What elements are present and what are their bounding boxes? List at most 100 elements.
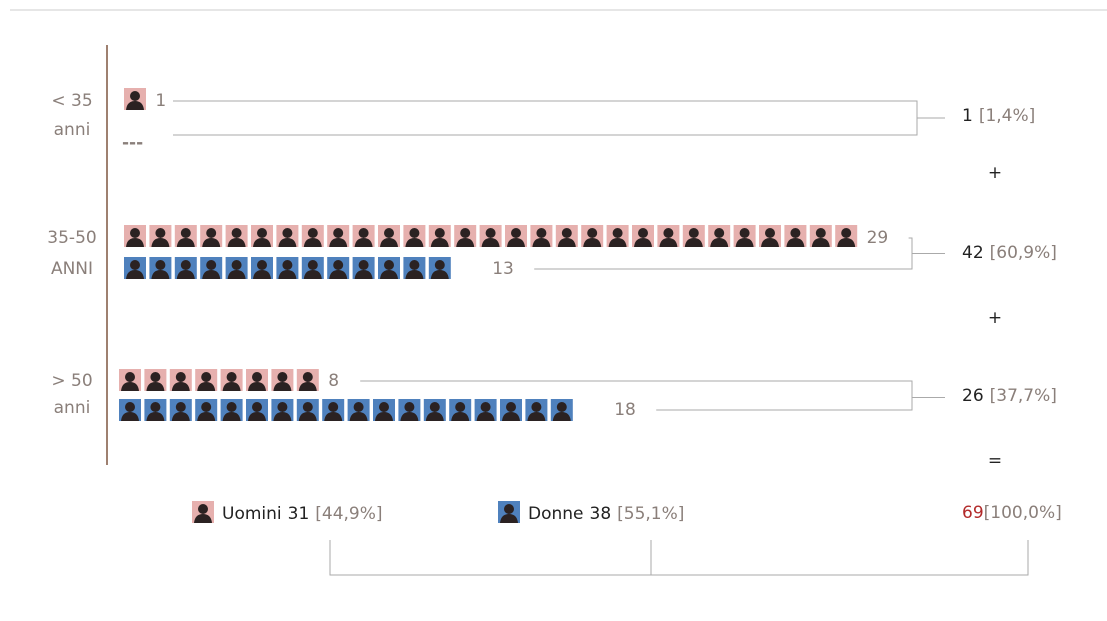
operator: + (988, 163, 1002, 183)
icon-head (384, 228, 394, 238)
age-label: anni (54, 398, 91, 418)
icon-body (608, 238, 627, 247)
icon-body (451, 412, 470, 421)
icon-head (506, 402, 516, 412)
icon-body (171, 412, 190, 421)
icon-body (430, 270, 449, 279)
icon-body (248, 382, 266, 391)
icon-body (583, 238, 602, 247)
icon-head (150, 402, 161, 412)
row-total: 42 [60,9%] (962, 243, 1057, 263)
icon-head (409, 260, 420, 270)
icon-head (404, 402, 415, 412)
icon-body (684, 238, 703, 247)
icon-head (765, 228, 775, 238)
icon-body (298, 382, 317, 391)
icon-body (197, 412, 216, 421)
legend-entry: Donne 38 [55,1%] (528, 504, 684, 524)
grand-count: 69 (962, 503, 984, 523)
icon-body (278, 270, 297, 279)
icon-head (125, 372, 135, 382)
legend-count: 38 (590, 504, 612, 524)
icon-head (434, 260, 445, 270)
icon-head (231, 228, 242, 238)
icon-head (384, 260, 394, 270)
icon-body (354, 238, 373, 247)
icon-body (222, 412, 241, 421)
icon-head (561, 228, 572, 238)
legend-name: Donne (528, 504, 584, 524)
legend-icon (192, 501, 214, 523)
icon-head (206, 260, 217, 270)
icon-body (324, 412, 343, 421)
men-icons (119, 369, 319, 391)
icon-head (358, 228, 369, 238)
icon-body (786, 238, 805, 247)
icon-body (248, 412, 266, 421)
icon-head (201, 372, 212, 382)
grand-share: [100,0%] (984, 503, 1062, 523)
icon-head (485, 228, 496, 238)
total-share: [37,7%] (990, 386, 1057, 406)
icon-body (146, 412, 165, 421)
icon-body (532, 238, 551, 247)
women-icons (119, 399, 573, 421)
icon-body (380, 238, 398, 247)
icon-head (130, 260, 140, 270)
total-share: [60,9%] (990, 243, 1057, 263)
legend-entry: Uomini 31 [44,9%] (222, 504, 383, 524)
men-count: 1 (155, 91, 166, 111)
icon-body (329, 270, 348, 279)
row-total: 1 [1,4%] (962, 106, 1035, 126)
icon-head (434, 228, 445, 238)
icon-body (354, 270, 373, 279)
icon-head (714, 228, 725, 238)
icon-head (536, 228, 547, 238)
icon-head (333, 228, 344, 238)
icon-body (405, 270, 424, 279)
icon-head (612, 228, 623, 238)
icon-body (634, 238, 652, 247)
icon-body (425, 412, 444, 421)
icon-body (507, 238, 525, 247)
icon-body (126, 101, 144, 110)
icon-body (430, 238, 449, 247)
icon-body (126, 270, 144, 279)
total-count: 26 (962, 386, 984, 406)
icon-head (257, 260, 267, 270)
icon-body (197, 382, 216, 391)
bottom-bracket (329, 540, 1029, 576)
icon-body (476, 412, 495, 421)
legend-share: [44,9%] (315, 504, 382, 524)
icon-body (298, 412, 317, 421)
legend-icon (498, 501, 520, 523)
icon-head (531, 402, 542, 412)
age-label: < 35 (51, 91, 92, 111)
icon-body (329, 238, 348, 247)
men-count: 8 (328, 371, 339, 391)
operator: + (988, 308, 1002, 328)
icon-head (638, 228, 648, 238)
icon-body (735, 238, 754, 247)
icon-body (502, 412, 520, 421)
icon-body (253, 270, 271, 279)
connector (534, 237, 945, 270)
icon-body (380, 270, 398, 279)
icon-head (511, 228, 521, 238)
icon-body (811, 238, 830, 247)
row-total: 26 [37,7%] (962, 386, 1057, 406)
icon-head (556, 402, 567, 412)
icon-body (303, 238, 322, 247)
icon-head (379, 402, 389, 412)
icon-body (202, 270, 221, 279)
women-icons (124, 257, 451, 279)
icon-head (460, 228, 471, 238)
icon-body (375, 412, 393, 421)
total-share: [1,4%] (979, 106, 1035, 126)
icon-head (226, 402, 237, 412)
icon-body (761, 238, 779, 247)
grand-total: 69[100,0%] (962, 503, 1062, 523)
women-placeholder: --- (122, 133, 143, 153)
age-label: > 50 (51, 371, 92, 391)
